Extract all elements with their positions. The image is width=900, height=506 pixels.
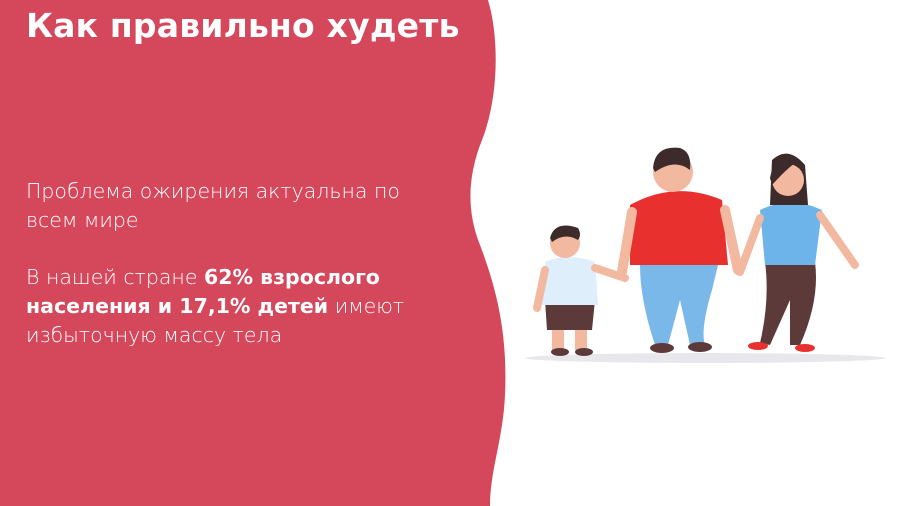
mother-figure — [736, 153, 859, 352]
family-walking-illustration — [525, 147, 885, 363]
stat-highlight: 62% взрослого населения и 17,1% детей — [26, 265, 380, 318]
stat-suffix: имеют избыточную массу тела — [26, 294, 405, 347]
slide-title: Как правильно худеть — [26, 6, 460, 45]
father-figure — [617, 147, 743, 353]
stat-prefix: В нашей стране — [26, 265, 204, 289]
paragraph-statistics: В нашей стране 62% взрослого населения и… — [26, 263, 446, 350]
paragraph-obesity-problem: Проблема ожирения актуальна по всем мире — [26, 179, 400, 232]
ground-shadow — [525, 353, 885, 363]
child-figure — [533, 225, 629, 356]
